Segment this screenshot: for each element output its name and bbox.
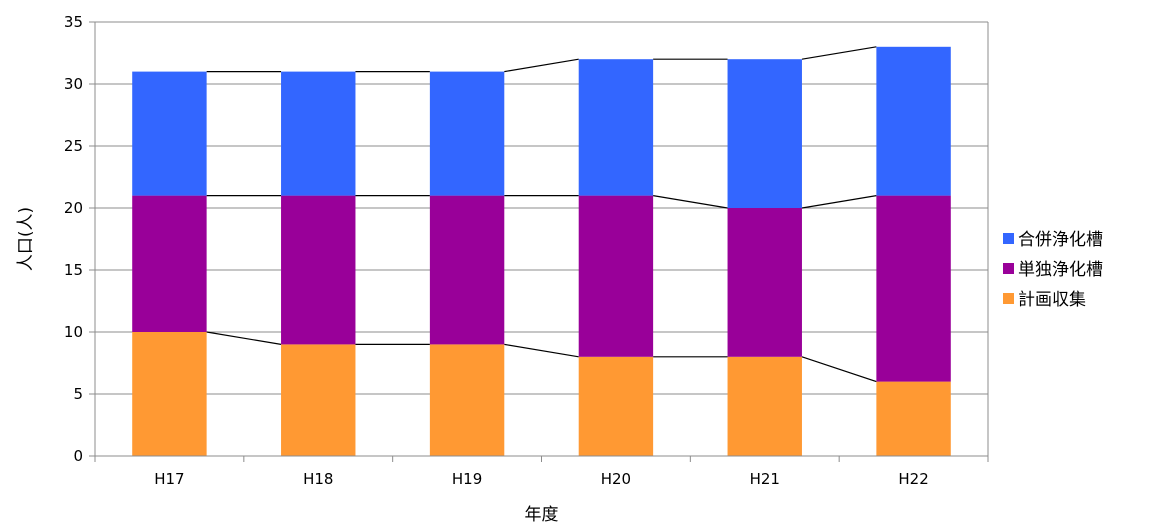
series-line bbox=[504, 343, 579, 358]
series-line bbox=[206, 331, 282, 345]
y-tick-label: 15 bbox=[64, 261, 83, 279]
bar-segment bbox=[281, 71, 356, 196]
gridlines bbox=[95, 21, 988, 395]
legend-swatch bbox=[1003, 293, 1014, 304]
y-tick-label: 0 bbox=[73, 447, 83, 465]
series-line bbox=[801, 195, 877, 209]
bar-segment bbox=[578, 356, 654, 456]
bar-segment bbox=[876, 195, 951, 382]
bars bbox=[132, 46, 951, 456]
series-line bbox=[801, 356, 877, 383]
x-tick-label: H19 bbox=[452, 470, 482, 488]
x-axis-title: 年度 bbox=[525, 505, 559, 525]
x-tick-label: H17 bbox=[154, 470, 184, 488]
legend-swatch bbox=[1003, 263, 1014, 274]
y-tick-label: 35 bbox=[64, 13, 83, 31]
legend-label: 合併浄化槽 bbox=[1018, 230, 1103, 250]
bar-segment bbox=[281, 344, 356, 456]
bar-segment bbox=[429, 71, 505, 196]
series-line bbox=[504, 58, 579, 73]
y-tick-label: 25 bbox=[64, 137, 83, 155]
y-tick-label: 30 bbox=[64, 75, 83, 93]
x-tick-label: H21 bbox=[750, 470, 780, 488]
legend-label: 計画収集 bbox=[1018, 290, 1086, 310]
x-tick-label: H18 bbox=[303, 470, 333, 488]
x-tick-label: H22 bbox=[898, 470, 928, 488]
legend-swatch bbox=[1003, 233, 1014, 244]
bar-segment bbox=[578, 59, 654, 196]
bar-segment bbox=[429, 195, 505, 345]
series-line bbox=[653, 195, 728, 209]
y-tick-label: 20 bbox=[64, 199, 83, 217]
bar-segment bbox=[132, 195, 207, 332]
x-tick-label: H20 bbox=[601, 470, 631, 488]
y-tick-label: 5 bbox=[73, 385, 83, 403]
series-lines bbox=[206, 46, 877, 383]
legend-label: 単独浄化槽 bbox=[1018, 260, 1103, 280]
bar-segment bbox=[281, 195, 356, 345]
bar-segment bbox=[578, 195, 654, 357]
bar-segment bbox=[429, 344, 505, 456]
bar-segment bbox=[876, 381, 951, 456]
bar-segment bbox=[727, 59, 802, 209]
bar-segment bbox=[876, 46, 951, 196]
axes: 0 5 10 15 20 25 30 35 H17 H18 H19 H20 H21 H22 bbox=[64, 13, 989, 488]
series-line bbox=[801, 46, 877, 60]
bar-segment bbox=[727, 208, 802, 357]
bar-segment bbox=[132, 71, 207, 196]
y-axis-title: 人口(人) bbox=[16, 207, 36, 271]
y-tick-label: 10 bbox=[64, 323, 83, 341]
bar-segment bbox=[727, 356, 802, 456]
bar-segment bbox=[132, 332, 207, 456]
